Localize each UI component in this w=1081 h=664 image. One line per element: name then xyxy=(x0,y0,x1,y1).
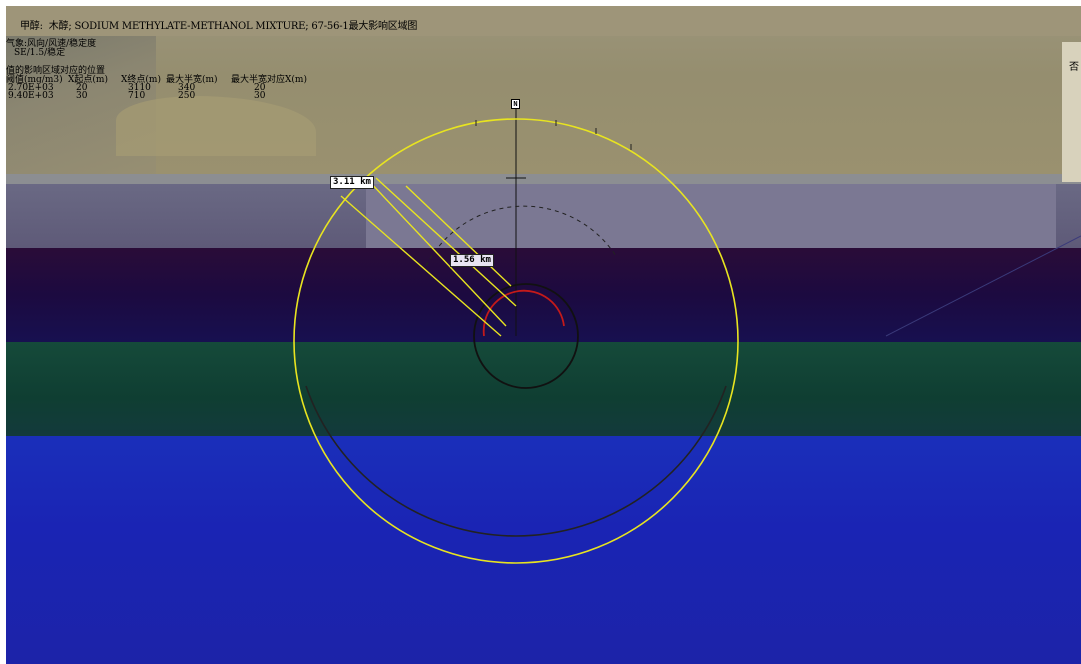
table-cell: 9.40E+03 xyxy=(8,91,54,101)
dashed-ring xyxy=(425,205,617,267)
outer-impact-ring xyxy=(293,118,739,564)
impact-overlay xyxy=(293,102,1081,564)
table-cell: 2.70E+03 xyxy=(8,83,54,93)
inner-impact-ring xyxy=(473,283,579,389)
outer-ring-distance-label: 3.11 km xyxy=(330,176,374,189)
right-edge-line xyxy=(885,235,1081,337)
table-header: X终点(m) xyxy=(121,75,161,85)
table-header: X起点(m) xyxy=(68,75,108,85)
table-cell: 20 xyxy=(254,83,266,93)
plume-small xyxy=(482,289,565,337)
right-edge-text: 否 xyxy=(1069,62,1079,73)
sea-strip-right xyxy=(366,184,1056,248)
map-title: 甲醇: 木醇; SODIUM METHYLATE-METHANOL MIXTUR… xyxy=(20,21,418,32)
table-cell: 20 xyxy=(76,83,88,93)
table-cell: 3110 xyxy=(128,83,151,93)
crosshair xyxy=(506,102,526,336)
table-cell: 30 xyxy=(76,91,88,101)
table-cell: 30 xyxy=(254,91,266,101)
right-edge-panel xyxy=(1062,42,1081,182)
inner-ring-distance-label: 1.56 km xyxy=(450,254,494,267)
table-cell: 250 xyxy=(178,91,196,101)
weather-label: 气象:风向/风速/稳定度 xyxy=(6,39,97,49)
weather-value: SE/1.5/稳定 xyxy=(14,48,66,58)
ring-ticks xyxy=(475,120,632,150)
map-viewport: 甲醇: 木醇; SODIUM METHYLATE-METHANOL MIXTUR… xyxy=(6,6,1081,664)
land-band xyxy=(6,174,1081,184)
title-bar xyxy=(6,6,1081,36)
blue-band xyxy=(6,436,1081,664)
impact-table-heading: 值的影响区域对应的位置 xyxy=(6,66,106,76)
green-band xyxy=(6,342,1081,436)
table-header: 阈值(mg/m3) xyxy=(6,75,63,85)
table-header: 最大半宽(m) xyxy=(166,75,218,85)
outer-ring-lower xyxy=(305,385,727,537)
north-marker: N xyxy=(511,99,520,109)
table-header: 最大半宽对应X(m) xyxy=(231,75,307,85)
plume-rays xyxy=(340,177,517,337)
table-cell: 340 xyxy=(178,83,196,93)
table-cell: 710 xyxy=(128,91,146,101)
